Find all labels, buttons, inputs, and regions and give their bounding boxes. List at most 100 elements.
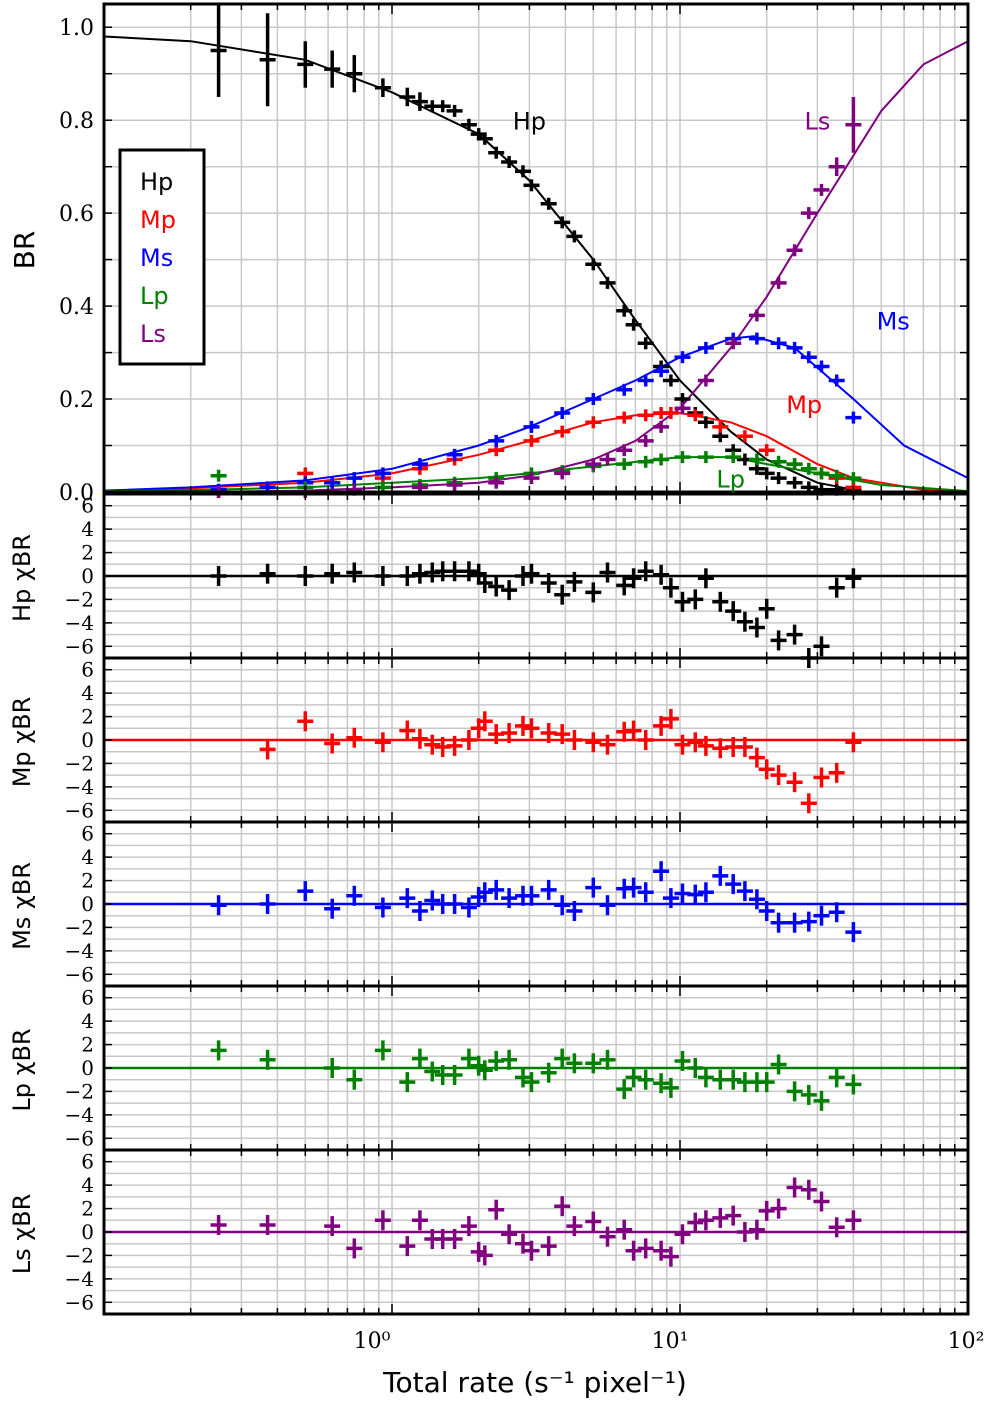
residual-point-lp [585,1053,602,1074]
residual-point-ls [800,1179,817,1200]
data-point-ms [616,383,633,396]
residual-point-lp [800,1084,817,1105]
residual-point-ms [725,874,742,895]
data-point-hp [637,337,654,350]
data-point-mp [554,425,571,438]
residual-point-ms [411,901,428,921]
data-point-ls [637,434,654,447]
main-ylabel: BR [8,231,41,270]
x-tick-label-100: 10² [948,1329,985,1354]
residual-point-lp [758,1072,775,1093]
residual-point-hp [770,630,787,651]
residual-point-lp [346,1069,363,1090]
residual-point-ls [446,1229,463,1249]
data-point-ls [599,453,616,466]
data-point-lp [653,453,670,466]
residual-point-ls [523,1240,540,1261]
residual-point-mp [813,767,830,788]
residual-y-tick-label: −4 [65,775,94,799]
residual-point-ms [501,888,518,909]
data-point-hp [540,197,557,210]
residual-point-ms [662,888,679,909]
residual-point-hp [662,577,679,598]
residual-point-hp [725,601,742,622]
residual-point-ls [770,1198,787,1219]
residual-point-lp [770,1054,787,1075]
legend-entry-ms: Ms [140,244,173,272]
residual-point-ms [476,882,493,903]
residual-y-tick-label: 6 [81,822,94,846]
residual-point-lp [374,1040,391,1061]
data-point-ms [813,360,830,373]
residual-point-hp [476,573,493,593]
residual-y-tick-label: −4 [65,1267,94,1291]
residual-point-ms [585,877,602,898]
residual-point-ms [736,881,753,902]
data-point-hp [460,118,477,131]
residual-point-mp [662,708,679,729]
residual-y-tick-label: 0 [81,728,94,752]
data-point-lp [616,458,633,471]
residual-point-ls [845,1210,862,1231]
residual-point-mp [625,720,642,741]
residual-y-tick-label: −2 [65,915,94,939]
residual-point-hp [210,566,227,586]
residual-y-tick-label: 4 [81,517,94,541]
residual-point-mp [424,734,441,755]
residual-point-ls [488,1199,505,1220]
residual-point-ms [210,895,227,916]
residual-point-mp [637,730,654,750]
data-point-lp [770,455,787,468]
data-points-layer [210,4,862,1267]
residual-point-lp [476,1060,493,1081]
residual-point-hp [697,568,714,589]
residual-point-hp [813,636,830,657]
residual-point-mp [674,734,691,755]
data-point-ms [446,448,463,461]
residual-ylabel-ls: Ls χBR [8,1194,36,1275]
main-y-tick-label: 0.4 [59,295,94,320]
residual-point-mp [736,737,753,757]
residual-point-ms [374,897,391,918]
residual-point-lp [625,1067,642,1088]
residual-point-lp [828,1067,845,1088]
data-point-hp [374,78,391,97]
residual-point-mp [845,732,862,753]
residual-point-mp [566,730,583,750]
residual-ylabel-ms: Ms χBR [8,862,36,950]
residual-y-tick-label: −4 [65,939,94,963]
data-point-ls [697,374,714,387]
grid-layer [104,4,968,1314]
residual-point-lp [501,1049,518,1070]
data-point-ms [374,467,391,480]
residual-point-lp [210,1040,227,1061]
residual-point-ms [687,884,704,905]
residual-point-lp [674,1051,691,1071]
residual-point-ms [346,885,363,906]
model-curve-ls [104,40,969,493]
residual-point-ls [828,1217,845,1238]
data-point-hp [501,156,518,168]
residual-y-tick-label: 4 [81,1009,94,1033]
data-point-hp [324,50,341,88]
residual-point-ms [566,901,583,921]
data-point-hp [770,472,787,485]
residual-point-lp [566,1053,583,1074]
residual-point-ms [540,879,557,900]
residual-point-ls [625,1240,642,1261]
data-point-ls [554,467,571,480]
residual-point-ms [748,889,765,910]
data-point-ms [748,332,765,345]
residual-point-ls [758,1200,775,1221]
residual-point-hp [346,562,363,583]
residual-point-hp [501,580,518,601]
residual-point-ls [736,1222,753,1242]
model-curve-mp [103,411,969,493]
legend-box [118,148,206,366]
data-point-lp [813,467,830,480]
residual-point-ls [515,1233,531,1254]
data-point-ms [674,351,691,364]
residual-point-lp [687,1058,704,1078]
data-point-lp [725,451,742,464]
residual-point-lp [324,1058,341,1078]
